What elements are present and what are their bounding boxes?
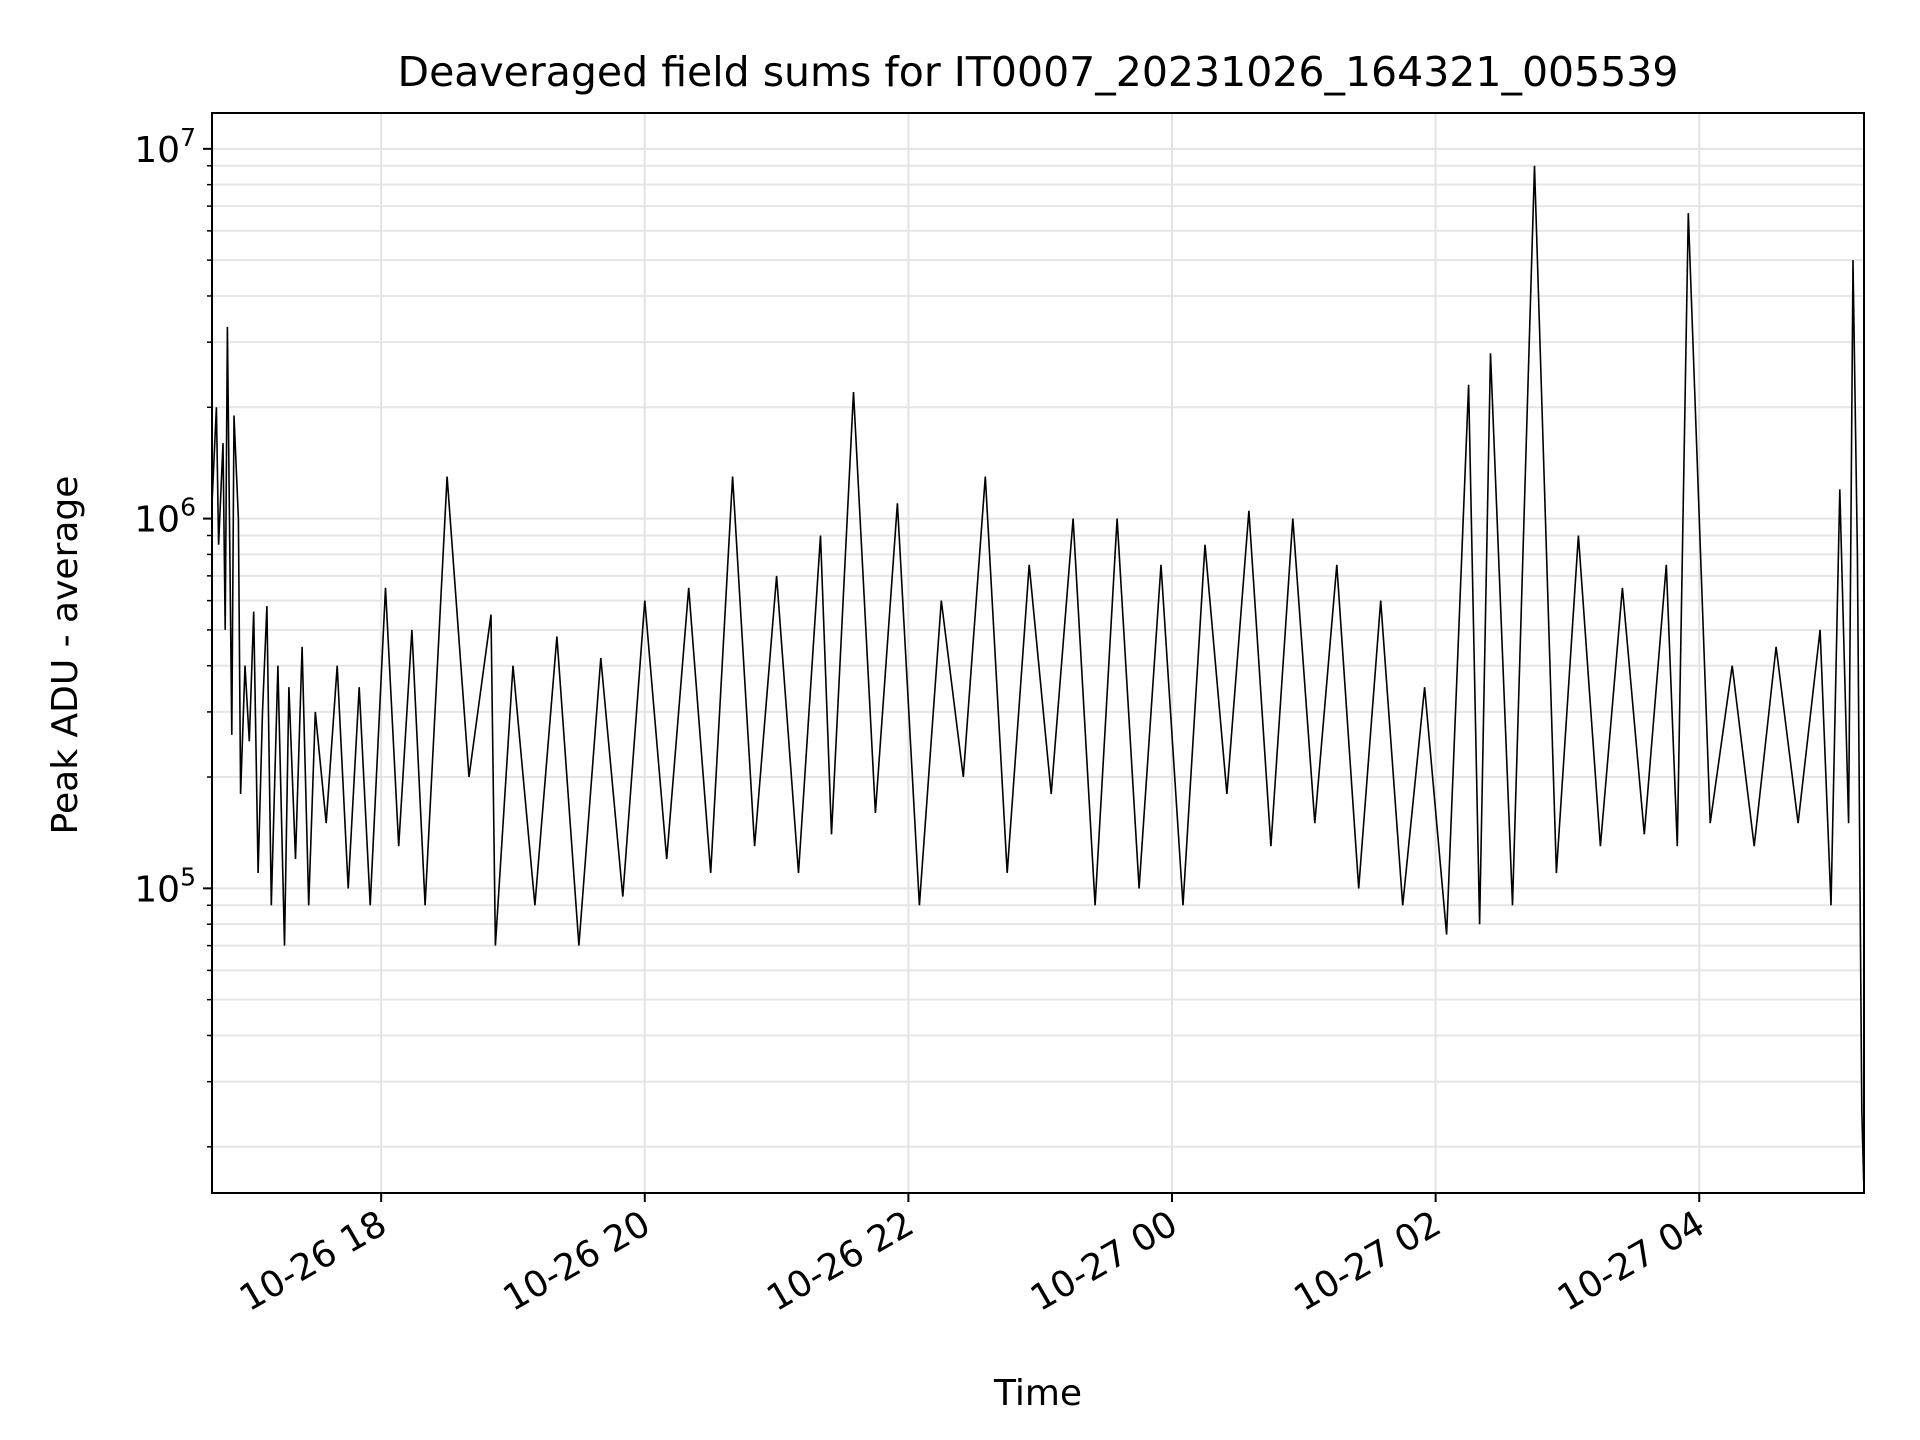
chart-title: Deaveraged field sums for IT0007_2023102… <box>398 48 1679 96</box>
y-tick-exponent: 5 <box>180 862 196 891</box>
y-tick-label: 105 <box>134 862 196 910</box>
plot-frame <box>211 112 1865 1194</box>
y-tick-base: 10 <box>134 500 180 541</box>
x-axis-label: Time <box>993 1373 1082 1414</box>
y-axis-label: Peak ADU - average <box>45 476 86 835</box>
series-layer <box>211 165 1865 1194</box>
y-tick-base: 10 <box>134 869 180 910</box>
y-tick-exponent: 7 <box>180 123 196 152</box>
y-tick-label: 106 <box>134 493 196 541</box>
minor-gridlines <box>212 164 1864 1148</box>
y-tick-label: 107 <box>134 123 196 171</box>
major-gridlines <box>212 113 1864 1193</box>
series-line <box>211 165 1865 1194</box>
y-tick-base: 10 <box>134 130 180 171</box>
y-tick-exponent: 6 <box>180 493 196 522</box>
